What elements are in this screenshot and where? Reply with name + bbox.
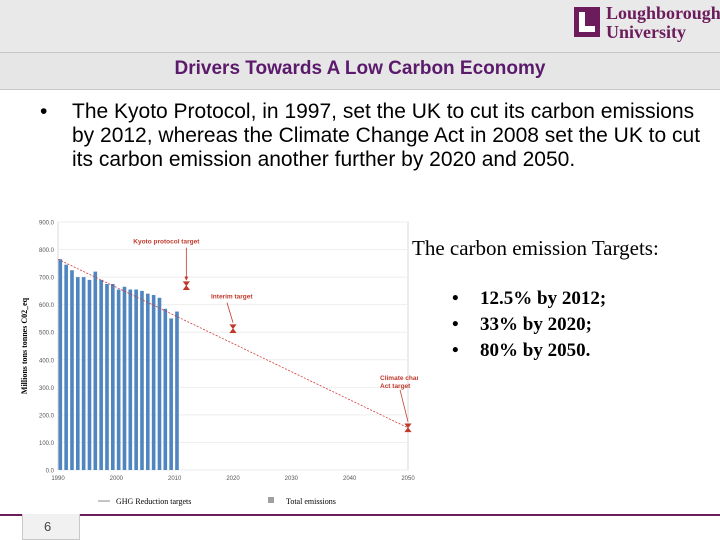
annotation-label: Kyoto protocol target <box>133 239 200 246</box>
bullet-dot: • <box>452 340 459 361</box>
y-tick-label: 300.0 <box>39 386 55 392</box>
emissions-bar <box>175 311 179 470</box>
targets-heading: The carbon emission Targets: <box>412 236 659 260</box>
annotation-label: Climate change <box>380 375 418 382</box>
annotation-label: Interim target <box>211 294 253 301</box>
x-tick-label: 2030 <box>285 476 299 482</box>
emissions-bar <box>163 308 168 470</box>
emissions-bar <box>70 270 74 470</box>
university-logo[interactable]: Loughborough University <box>574 4 720 45</box>
y-tick-label: 100.0 <box>39 441 55 447</box>
target-text-2012: 12.5% by 2012; <box>480 288 607 309</box>
target-item-2020: • 33% by 2020; <box>452 312 606 338</box>
header-band: Loughborough University <box>0 0 720 52</box>
emissions-bar <box>81 277 86 470</box>
emissions-bar <box>116 289 121 470</box>
footer-line <box>0 514 720 516</box>
emissions-bar <box>122 286 127 470</box>
legend-label: GHG Reduction targets <box>116 497 191 506</box>
y-tick-label: 400.0 <box>39 358 55 364</box>
arrow-head-icon <box>184 276 189 281</box>
emissions-bar <box>58 259 63 470</box>
x-tick-label: 2000 <box>110 476 124 482</box>
x-tick-label: 2040 <box>343 476 357 482</box>
slide-title: Drivers Towards A Low Carbon Economy <box>174 58 546 79</box>
y-tick-label: 900.0 <box>39 221 55 227</box>
x-tick-label: 2020 <box>226 476 240 482</box>
target-marker-icon <box>404 423 412 433</box>
y-axis-label: Millions tons tonnes C02_eq <box>20 297 29 394</box>
target-text-2020: 33% by 2020; <box>480 314 592 335</box>
emissions-bar <box>76 277 80 470</box>
emissions-bar <box>64 264 68 470</box>
legend-label: Total emissions <box>286 497 336 506</box>
targets-list: • 12.5% by 2012; • 33% by 2020; • 80% by 20… <box>452 286 606 364</box>
y-tick-label: 800.0 <box>39 248 55 254</box>
emissions-bar <box>99 279 103 470</box>
x-tick-label: 1990 <box>51 476 65 482</box>
target-marker-icon <box>229 324 237 333</box>
annotation-arrow <box>399 389 409 422</box>
emissions-bar <box>169 318 173 470</box>
title-bar <box>0 52 720 90</box>
emissions-bar <box>140 290 144 470</box>
logo-line-2: University <box>606 22 686 42</box>
reduction-target-line <box>57 258 409 429</box>
emissions-bar <box>111 284 115 470</box>
x-tick-label: 2050 <box>401 476 415 482</box>
emissions-bar <box>157 297 162 470</box>
annotation-label: Act target <box>380 383 411 390</box>
target-marker-icon <box>182 281 190 290</box>
logo-line-1: Loughborough <box>606 3 720 23</box>
emissions-bar <box>93 271 98 470</box>
emissions-bar <box>105 284 109 470</box>
legend-bar-swatch <box>268 497 274 503</box>
x-tick-label: 2010 <box>168 476 182 482</box>
emissions-bar <box>151 295 156 470</box>
university-crest-icon <box>574 7 600 37</box>
plot-area <box>57 221 409 471</box>
emissions-bar <box>134 289 138 470</box>
bullet-dot: • <box>452 314 459 335</box>
logo-wordmark: Loughborough University <box>606 4 720 42</box>
annotation-arrow <box>226 302 234 323</box>
y-tick-label: 700.0 <box>39 276 55 282</box>
target-item-2050: • 80% by 2050. <box>452 338 606 364</box>
target-item-2012: • 12.5% by 2012; <box>452 286 606 312</box>
bullet-dot: • <box>40 100 48 123</box>
emissions-bar <box>146 293 150 470</box>
target-text-2050: 80% by 2050. <box>480 340 591 361</box>
y-tick-label: 600.0 <box>39 303 55 309</box>
y-tick-label: 200.0 <box>39 413 55 419</box>
bullet-dot: • <box>452 288 459 309</box>
y-tick-label: 500.0 <box>39 331 55 337</box>
page-number: 6 <box>44 519 52 534</box>
emissions-bar <box>87 279 92 470</box>
intro-bullet-text: The Kyoto Protocol, in 1997, set the UK … <box>72 100 701 171</box>
y-tick-label: 0.0 <box>46 469 55 475</box>
emissions-bar <box>128 289 133 470</box>
emissions-chart: 0.0 100.0 200.0 300.0 400.0 500.0 600.0 700.0 80… <box>20 221 418 507</box>
